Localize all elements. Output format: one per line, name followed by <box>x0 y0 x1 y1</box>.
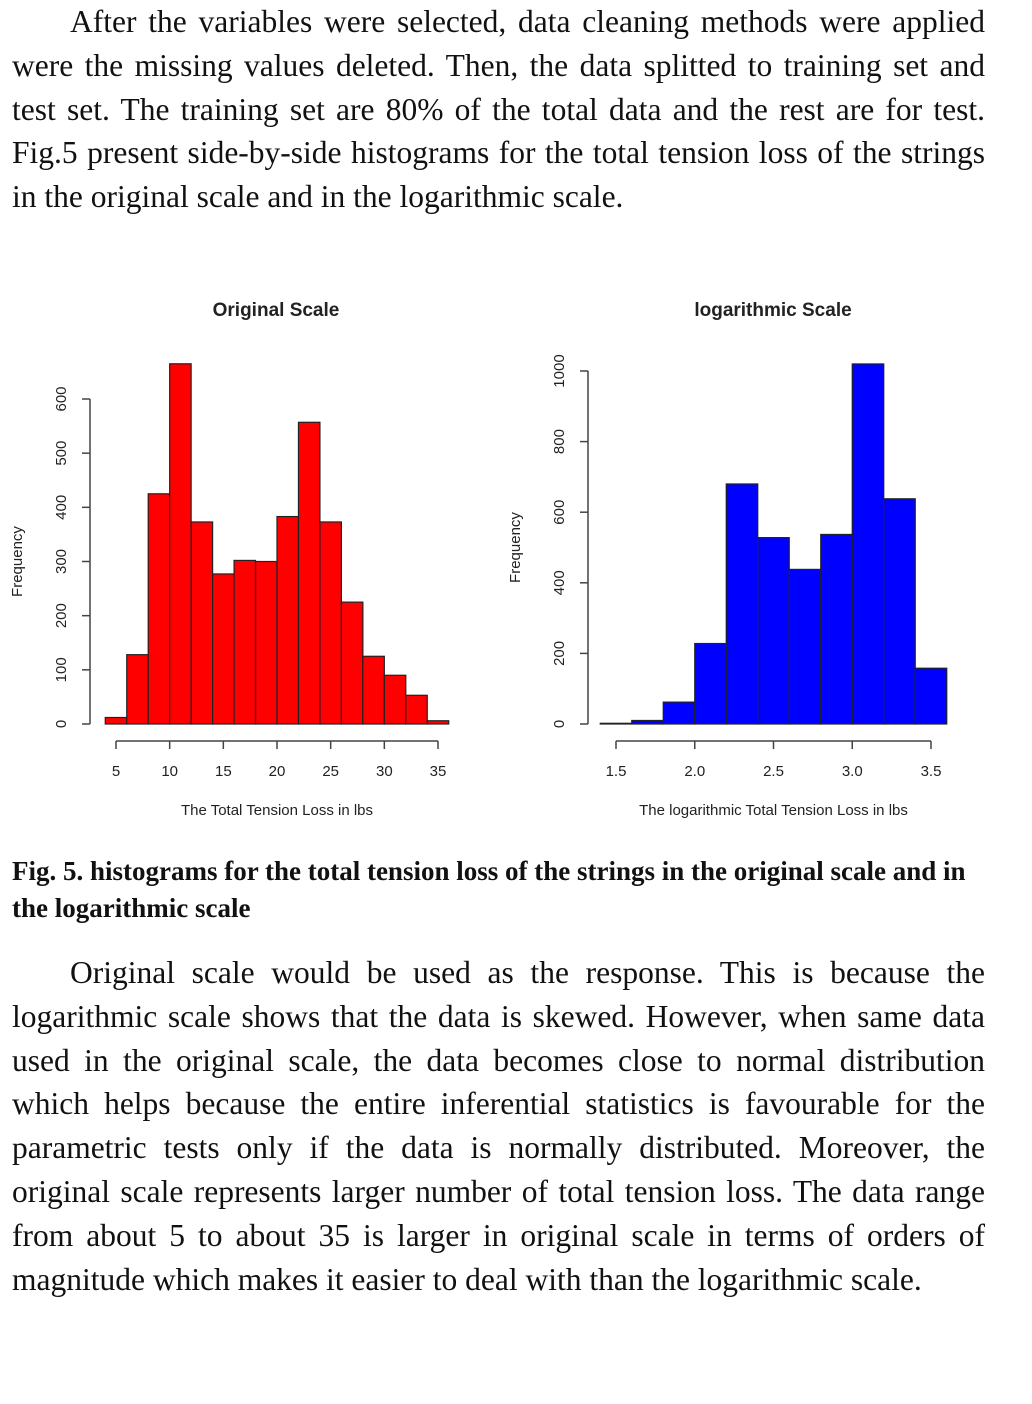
y-tick-label: 600 <box>551 500 568 525</box>
x-tick-label: 2.0 <box>684 763 705 780</box>
x-axis-label: The Total Tension Loss in lbs <box>181 802 373 819</box>
histogram-bar <box>169 363 192 725</box>
x-tick-label: 1.5 <box>606 763 627 780</box>
y-axis-label: Frequency <box>9 526 26 597</box>
histogram-bar <box>383 674 407 725</box>
x-tick-label: 15 <box>215 763 232 780</box>
y-tick-label: 200 <box>53 603 70 628</box>
histogram-bar <box>914 667 948 725</box>
histogram-bar <box>788 568 822 725</box>
histogram-bar <box>883 498 916 725</box>
histogram-bar <box>820 533 853 725</box>
histogram-bar <box>694 642 727 725</box>
histogram-bar <box>662 701 696 725</box>
histogram-bar <box>147 493 171 725</box>
x-tick-label: 3.0 <box>842 763 863 780</box>
chart-title: logarithmic Scale <box>694 300 851 321</box>
histogram-bar <box>631 719 664 725</box>
y-tick-label: 800 <box>551 429 568 454</box>
x-tick-label: 20 <box>269 763 286 780</box>
histogram-bar <box>276 515 300 725</box>
histogram-bar <box>340 601 364 725</box>
y-tick-label: 500 <box>53 441 70 466</box>
y-tick-label: 400 <box>53 495 70 520</box>
x-tick-label: 5 <box>112 763 120 780</box>
histogram-bar <box>297 421 321 725</box>
y-tick-label: 1000 <box>551 354 568 387</box>
histogram-bar <box>126 654 149 725</box>
y-tick-label: 400 <box>551 570 568 595</box>
discussion-paragraph: Original scale would be used as the resp… <box>12 955 985 1297</box>
y-tick-label: 0 <box>53 720 70 728</box>
chart-title: Original Scale <box>213 300 340 321</box>
y-axis-label: Frequency <box>507 512 524 583</box>
histogram-bar <box>104 716 128 725</box>
y-tick-label: 0 <box>551 720 568 728</box>
histogram-bar <box>405 694 428 725</box>
figure-caption: Fig. 5. histograms for the total tension… <box>12 856 966 923</box>
histogram-bar <box>233 559 257 725</box>
x-tick-label: 25 <box>322 763 339 780</box>
histogram-bar <box>254 560 278 725</box>
x-tick-label: 35 <box>430 763 447 780</box>
histogram-bar <box>212 573 235 725</box>
histogram-bar <box>851 363 885 725</box>
histogram-bar <box>319 521 342 725</box>
y-tick-label: 600 <box>53 386 70 411</box>
x-tick-label: 2.5 <box>763 763 784 780</box>
intro-paragraph: After the variables were selected, data … <box>12 4 985 215</box>
y-tick-label: 100 <box>53 657 70 682</box>
histogram-bar <box>757 537 790 725</box>
histogram-bar <box>190 521 214 725</box>
x-tick-label: 10 <box>161 763 178 780</box>
y-tick-label: 300 <box>53 549 70 574</box>
x-tick-label: 3.5 <box>921 763 942 780</box>
x-axis-label: The logarithmic Total Tension Loss in lb… <box>639 802 908 819</box>
histogram-bar <box>599 722 633 725</box>
histogram-bar <box>426 720 450 725</box>
histogram-bar <box>725 483 759 725</box>
histogram-bar <box>362 655 385 725</box>
y-tick-label: 200 <box>551 641 568 666</box>
figure-histograms: Original Scale0100200300400500600Frequen… <box>9 300 948 819</box>
x-tick-label: 30 <box>376 763 393 780</box>
